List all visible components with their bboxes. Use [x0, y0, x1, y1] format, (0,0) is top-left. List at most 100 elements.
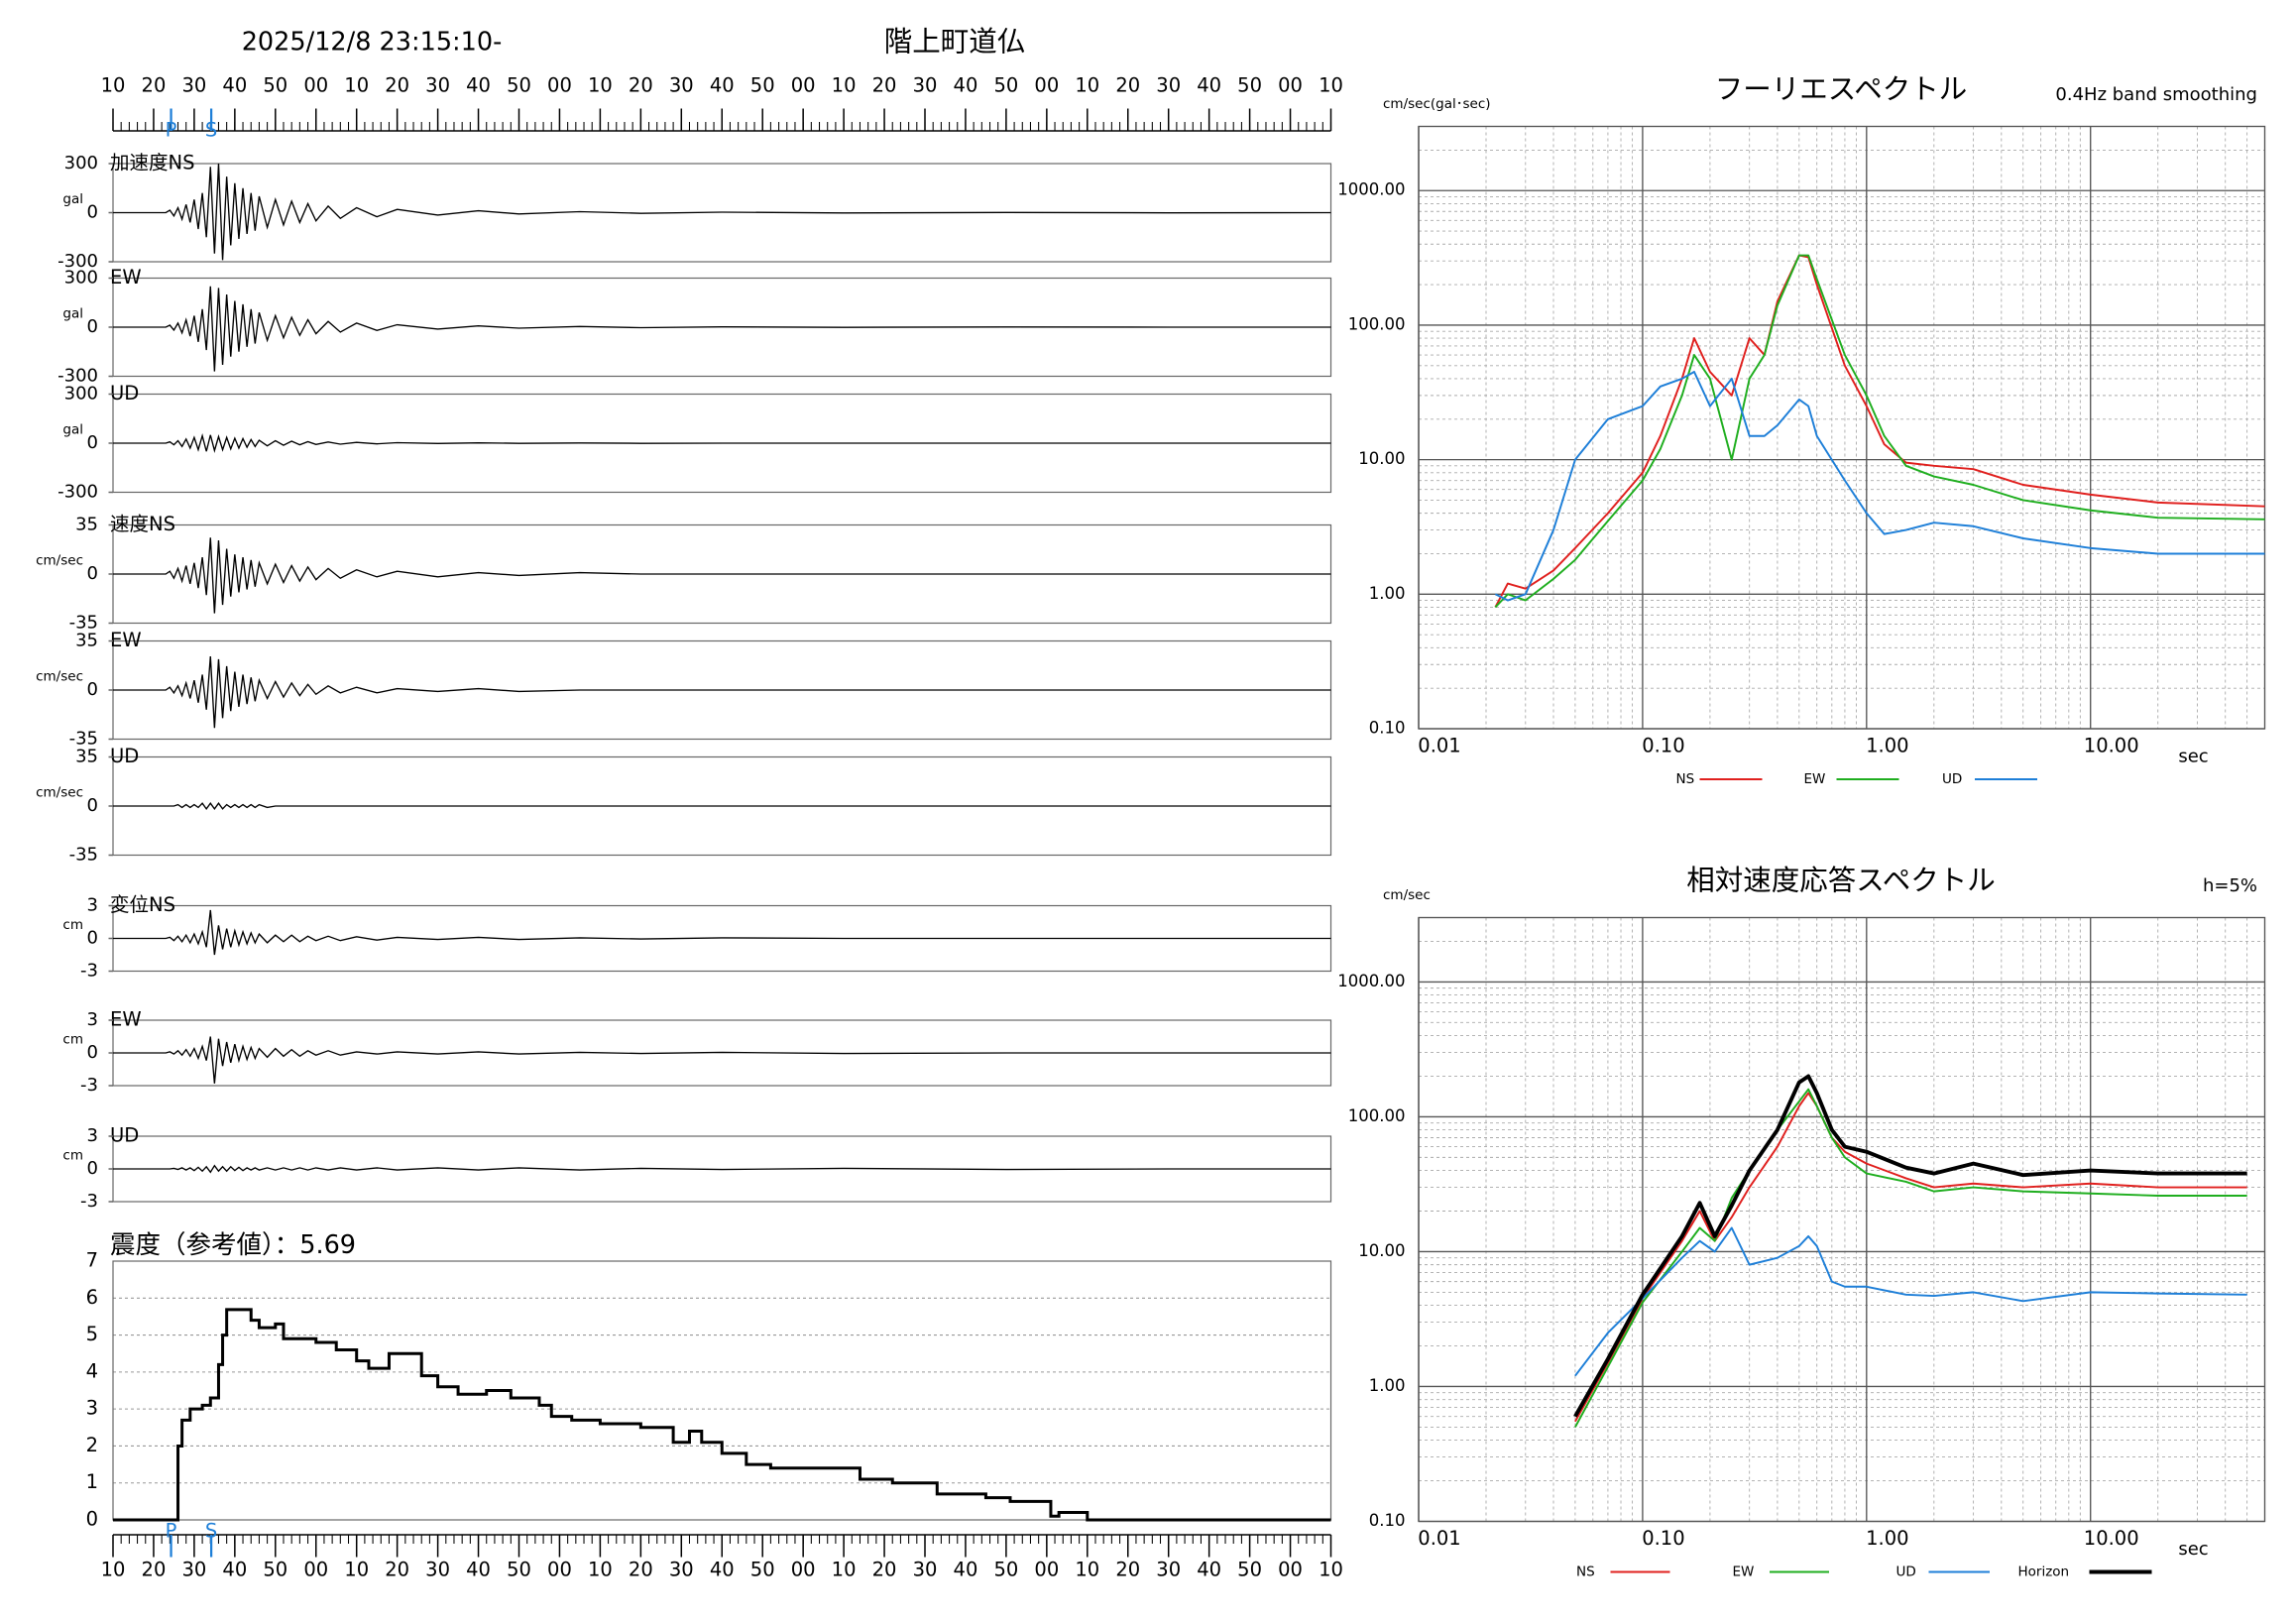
- time-tick-label: 10: [344, 1559, 369, 1581]
- y-tick-label: 300: [64, 268, 98, 289]
- plot-frame: [1418, 125, 2266, 730]
- unit-label: cm/sec: [36, 553, 83, 569]
- waveform: [113, 909, 1331, 956]
- time-tick-label: 40: [466, 74, 491, 97]
- time-tick-label: 50: [993, 1559, 1018, 1581]
- y-tick-label: -3: [80, 1191, 98, 1212]
- time-tick-label: 50: [1237, 1559, 1262, 1581]
- y-axis-label: cm/sec: [1383, 887, 1431, 903]
- y-tick-label: 6: [86, 1286, 98, 1309]
- time-tick-label: 10: [832, 1559, 857, 1581]
- y-tick-label: -300: [57, 366, 98, 387]
- time-tick-label: 10: [1075, 74, 1099, 97]
- time-tick-label: 10: [588, 1559, 613, 1581]
- unit-label: gal: [62, 306, 83, 322]
- unit-label: gal: [62, 422, 83, 438]
- chart-title: フーリエスペクトル: [1715, 73, 1968, 106]
- unit-label: cm: [62, 917, 83, 933]
- x-tick-label: 0.10: [1642, 735, 1684, 757]
- time-tick-label: 50: [750, 1559, 775, 1581]
- time-tick-label: 50: [507, 1559, 531, 1581]
- y-tick-label: 10.00: [1358, 1241, 1405, 1260]
- y-tick-label: 2: [86, 1434, 98, 1456]
- waveform: [113, 656, 1331, 729]
- y-tick-label: 0: [87, 795, 98, 816]
- legend-label: EW: [1804, 771, 1826, 787]
- time-tick-label: 10: [1319, 74, 1343, 97]
- x-tick-label: 10.00: [2084, 735, 2139, 757]
- y-tick-label: 3: [87, 895, 98, 916]
- y-tick-label: 0: [87, 928, 98, 949]
- time-tick-label: 10: [832, 74, 857, 97]
- y-tick-label: 3: [87, 1009, 98, 1030]
- phase-label: S: [205, 1520, 217, 1543]
- waveform: [113, 286, 1331, 372]
- time-tick-label: 50: [750, 74, 775, 97]
- time-tick-label: 10: [588, 74, 613, 97]
- panel-title: UD: [110, 745, 139, 767]
- y-tick-label: -3: [80, 1075, 98, 1096]
- waveform: [113, 1164, 1331, 1174]
- record-datetime: 2025/12/8 23:15:10-: [242, 28, 503, 58]
- unit-label: cm/sec: [36, 785, 83, 801]
- time-tick-label: 20: [629, 74, 653, 97]
- time-tick-label: 30: [669, 74, 694, 97]
- waveform: [113, 802, 1331, 810]
- chart-subtitle: 0.4Hz band smoothing: [2055, 84, 2257, 105]
- y-tick-label: 0.10: [1369, 1511, 1406, 1530]
- waveform: [113, 1036, 1331, 1084]
- x-tick-label: 0.01: [1418, 1527, 1460, 1550]
- time-tick-label: 30: [1156, 74, 1181, 97]
- y-tick-label: 35: [75, 515, 98, 535]
- y-tick-label: 1000.00: [1337, 180, 1405, 199]
- time-tick-label: 40: [1197, 74, 1221, 97]
- y-tick-label: 0: [87, 1158, 98, 1179]
- panel-title: UD: [110, 382, 139, 405]
- time-tick-label: 30: [669, 1559, 694, 1581]
- y-tick-label: 0: [87, 563, 98, 584]
- spectrum-line: [1494, 371, 2265, 602]
- legend-label: NS: [1576, 1565, 1595, 1580]
- x-tick-label: 1.00: [1866, 735, 1908, 757]
- plot-frame: [1418, 916, 2266, 1523]
- time-tick-label: 10: [1319, 1559, 1343, 1581]
- time-tick-label: 50: [507, 74, 531, 97]
- y-tick-label: -35: [69, 729, 98, 750]
- time-tick-label: 30: [181, 1559, 206, 1581]
- legend-label: UD: [1942, 771, 1962, 787]
- y-tick-label: 0: [87, 316, 98, 337]
- time-tick-label: 50: [263, 1559, 287, 1581]
- time-tick-label: 40: [222, 74, 247, 97]
- time-tick-label: 40: [710, 74, 735, 97]
- time-tick-label: 20: [142, 1559, 167, 1581]
- time-tick-label: 20: [385, 74, 409, 97]
- time-tick-label: 20: [385, 1559, 409, 1581]
- time-tick-label: 20: [1115, 74, 1140, 97]
- y-tick-label: -300: [57, 251, 98, 272]
- waveform: [113, 433, 1331, 453]
- time-tick-label: 20: [629, 1559, 653, 1581]
- time-tick-label: 00: [303, 74, 328, 97]
- y-tick-label: 1.00: [1369, 584, 1406, 603]
- y-tick-label: 0.10: [1369, 719, 1406, 738]
- y-tick-label: -3: [80, 961, 98, 982]
- time-tick-label: 20: [142, 74, 167, 97]
- legend-label: EW: [1733, 1565, 1755, 1580]
- time-tick-label: 00: [791, 74, 816, 97]
- panel-frame: [112, 1260, 1332, 1521]
- y-tick-label: 0: [87, 679, 98, 700]
- legend-label: NS: [1676, 771, 1695, 787]
- time-tick-label: 00: [1034, 1559, 1059, 1581]
- time-tick-label: 00: [791, 1559, 816, 1581]
- x-tick-label: 0.10: [1642, 1527, 1684, 1550]
- time-tick-label: 00: [1278, 1559, 1303, 1581]
- y-tick-label: 10.00: [1358, 449, 1405, 468]
- time-tick-label: 00: [547, 74, 572, 97]
- y-tick-label: 4: [86, 1359, 98, 1382]
- unit-label: cm: [62, 1032, 83, 1048]
- y-tick-label: 1000.00: [1337, 972, 1405, 990]
- y-tick-label: -300: [57, 482, 98, 503]
- y-tick-label: 3: [86, 1397, 98, 1420]
